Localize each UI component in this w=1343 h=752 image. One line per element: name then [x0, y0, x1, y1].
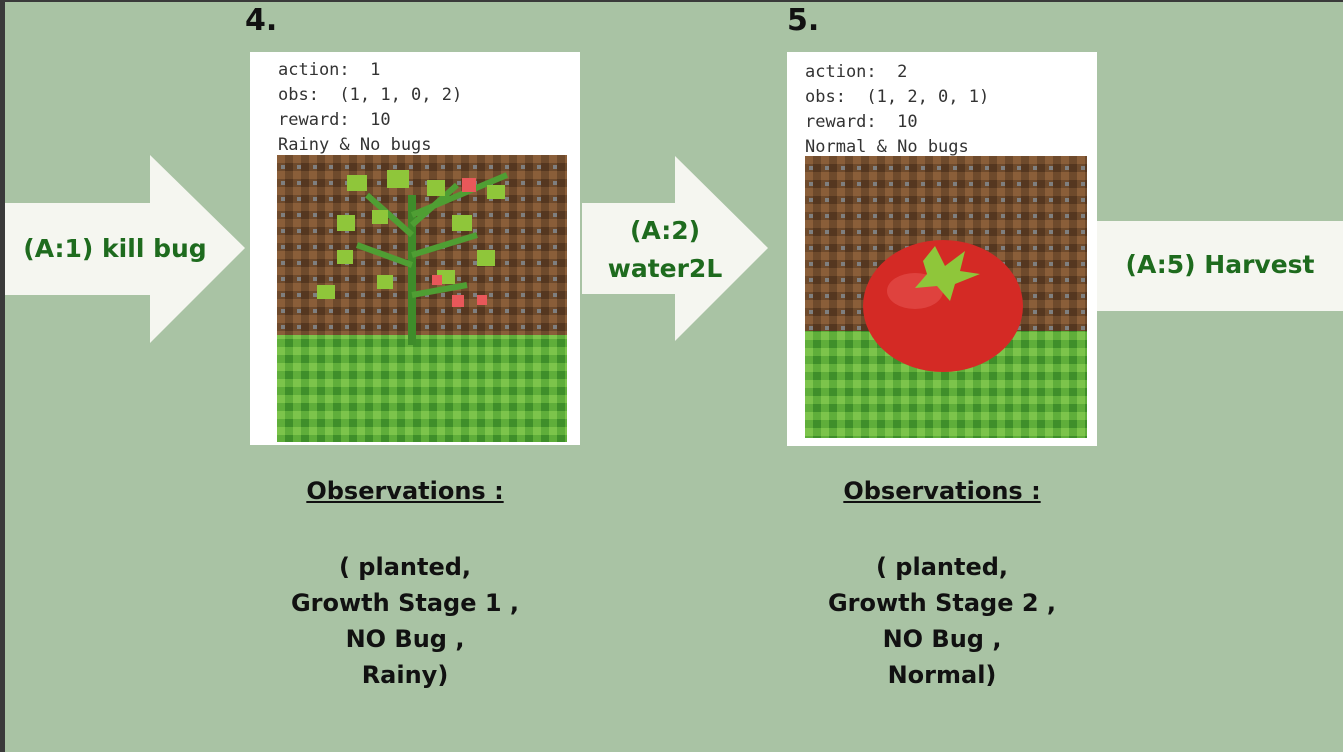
- tomato-plant-image: [277, 155, 567, 442]
- action-text: action: 2: [805, 62, 908, 82]
- obs-line: Normal): [887, 661, 997, 689]
- obs-text: obs: (1, 1, 0, 2): [278, 85, 463, 105]
- obs-line: ( planted,: [875, 553, 1009, 581]
- weather-text: Normal & No bugs: [805, 137, 969, 157]
- arrow-label-harvest: (A:5) Harvest: [1125, 250, 1315, 279]
- arrow-label-kill-bug: (A:1) kill bug: [23, 234, 207, 263]
- ripe-tomato-image: [805, 156, 1087, 438]
- obs-line: NO Bug ,: [882, 625, 1002, 653]
- reward-text: reward: 10: [278, 110, 391, 130]
- obs-line: Growth Stage 1 ,: [290, 589, 520, 617]
- top-edge: [0, 0, 1343, 2]
- observations-list-5: ( planted, Growth Stage 2 , NO Bug , Nor…: [797, 549, 1087, 693]
- left-edge: [0, 0, 5, 752]
- obs-line: ( planted,: [338, 553, 472, 581]
- weather-text: Rainy & No bugs: [278, 135, 432, 155]
- step-4-info: action: 1 obs: (1, 1, 0, 2) reward: 10 Rain…: [278, 58, 462, 158]
- obs-line: Growth Stage 2 ,: [827, 589, 1057, 617]
- step-5-info: action: 2 obs: (1, 2, 0, 1) reward: 10 Norm…: [805, 60, 989, 160]
- arrow-label-water-line2: water2L: [607, 254, 723, 283]
- obs-line: Rainy): [361, 661, 449, 689]
- observations-title-5: Observations :: [843, 477, 1041, 505]
- arrow-water: [582, 156, 768, 341]
- arrow-label-water: (A:2) water2L: [585, 212, 745, 288]
- obs-text: obs: (1, 2, 0, 1): [805, 87, 990, 107]
- step-4-card: action: 1 obs: (1, 1, 0, 2) reward: 10 Rain…: [250, 52, 580, 445]
- step-number-5: 5.: [787, 3, 820, 38]
- step-number-4: 4.: [245, 3, 278, 38]
- observations-title-4: Observations :: [306, 477, 504, 505]
- arrow-label-water-line1: (A:2): [629, 216, 701, 245]
- arrow-kill-bug: [5, 155, 245, 343]
- step-5-card: action: 2 obs: (1, 2, 0, 1) reward: 10 Norm…: [787, 52, 1097, 446]
- obs-line: NO Bug ,: [345, 625, 465, 653]
- observations-list-4: ( planted, Growth Stage 1 , NO Bug , Rai…: [260, 549, 550, 693]
- action-text: action: 1: [278, 60, 381, 80]
- harvest-box: [1097, 221, 1343, 311]
- reward-text: reward: 10: [805, 112, 918, 132]
